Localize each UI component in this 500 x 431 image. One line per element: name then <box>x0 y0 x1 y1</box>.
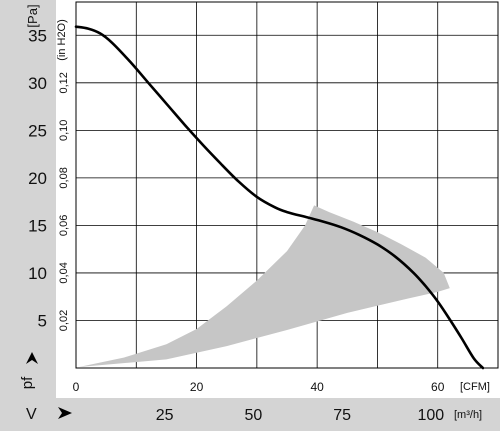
pa-tick-label: 5 <box>38 311 47 330</box>
pa-tick-label: 25 <box>28 121 47 140</box>
pressure-symbol-label: pf <box>19 376 36 389</box>
cfm-tick-label: 40 <box>310 380 324 394</box>
inh2o-tick-label: 0,10 <box>58 120 70 141</box>
pa-tick-label: 15 <box>28 216 47 235</box>
cfm-tick-label: 0 <box>73 380 80 394</box>
m3h-tick-label: 50 <box>245 407 263 424</box>
m3h-tick-label: 100 <box>417 407 444 424</box>
cfm-unit-label: [CFM] <box>460 381 490 393</box>
m3h-tick-label: 25 <box>156 407 174 424</box>
m3h-tick-label: 75 <box>333 407 351 424</box>
inh2o-tick-label: 0,06 <box>58 215 70 236</box>
left-axis-band <box>0 0 56 431</box>
inh2o-tick-label: 0,04 <box>58 262 70 283</box>
bottom-axis-band <box>0 398 500 431</box>
pa-tick-label: 20 <box>28 169 47 188</box>
operating-region <box>79 205 450 367</box>
pa-tick-label: 30 <box>28 74 47 93</box>
flow-arrow-icon <box>58 407 72 419</box>
inh2o-tick-label: 0,02 <box>58 310 70 331</box>
pa-tick-label: 35 <box>28 26 47 45</box>
pa-tick-label: 10 <box>28 264 47 283</box>
axis-labels: 5 10 15 20 25 30 35 0,02 0,04 0,06 0,08 0,10 0,12 0 20… <box>28 26 445 424</box>
inh2o-tick-label: 0,08 <box>58 167 70 188</box>
cfm-tick-label: 60 <box>431 380 445 394</box>
inh2o-unit-label: (in H2O) <box>56 19 68 61</box>
cfm-tick-label: 20 <box>190 380 204 394</box>
pressure-curve <box>74 25 485 370</box>
flow-symbol-label: V <box>26 406 37 423</box>
plot-border <box>75 1 499 369</box>
pressure-arrow-icon <box>26 352 38 364</box>
m3h-unit-label: [m³/h] <box>454 409 482 421</box>
inh2o-tick-label: 0,12 <box>58 72 70 93</box>
pressure-unit-label: [Pa] <box>25 4 40 27</box>
